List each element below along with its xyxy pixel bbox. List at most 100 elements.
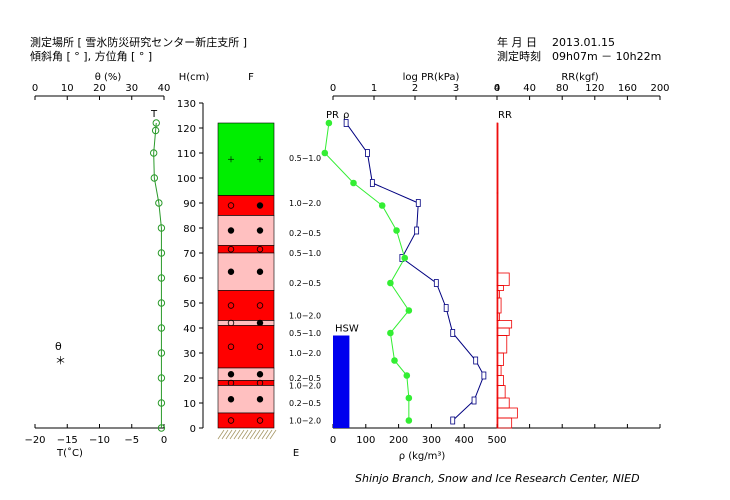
height-tick-label: 40 — [183, 324, 196, 335]
grain-size-label: 1.0−2.0 — [289, 312, 321, 321]
density-tick-label: 0 — [330, 435, 336, 446]
rr-axis-label: RR(kgf) — [561, 72, 598, 83]
rr-tick-label: 80 — [556, 83, 569, 94]
hatch-line — [233, 429, 241, 440]
temperature-point — [157, 224, 166, 232]
temperature-point — [157, 399, 166, 407]
temp-axis-label: T(˚C) — [56, 447, 83, 459]
temperature-point — [157, 349, 166, 357]
pr-point — [325, 119, 333, 127]
grain-size-label: 1.0−2.0 — [289, 349, 321, 358]
pr-tick-label: 2 — [412, 83, 418, 94]
density-point — [473, 356, 479, 365]
open-grain-marker — [227, 417, 235, 424]
density-tick-label: 200 — [389, 435, 408, 446]
snow-layer — [217, 215, 275, 246]
pr-point — [405, 307, 413, 314]
filled-grain-marker — [256, 227, 264, 234]
footer-credit: Shinjo Branch, Snow and Ice Research Cen… — [355, 472, 640, 485]
pr-point — [401, 254, 409, 262]
theta-axis-label: θ (%) — [95, 72, 122, 83]
temperature-point — [151, 126, 160, 135]
hatch-line — [237, 429, 245, 440]
grain-size-label: 1.0−2.0 — [289, 417, 321, 426]
snow-layer — [217, 252, 275, 291]
temp-tick-label: −15 — [57, 435, 78, 446]
filled-grain-marker — [227, 268, 235, 275]
rr-tick-label: 120 — [585, 83, 604, 94]
temperature-point — [157, 324, 166, 332]
snow-layer — [217, 367, 275, 381]
pr-point — [321, 149, 329, 157]
open-grain-marker — [256, 246, 264, 253]
angles-label: 傾斜角 [ ° ], 方位角 [ ° ] — [30, 49, 152, 63]
rr-step — [496, 327, 510, 336]
temperature-line — [153, 122, 162, 428]
open-grain-marker — [227, 246, 235, 253]
pr-point — [405, 394, 413, 402]
density-tick-label: 500 — [487, 435, 506, 446]
hatch-line — [241, 429, 249, 440]
time-value: 09h07m － 10h22m — [552, 50, 661, 63]
hatch-line — [253, 429, 261, 440]
density-tick-label: 300 — [422, 435, 441, 446]
time-label: 測定時刻 — [497, 49, 541, 63]
height-tick-label: 60 — [183, 274, 196, 285]
rr-step — [496, 407, 518, 419]
rr-step — [496, 417, 513, 429]
height-tick-label: 30 — [183, 349, 196, 360]
snow-layer — [217, 412, 275, 429]
filled-grain-marker — [256, 268, 264, 275]
filled-grain-marker — [256, 396, 264, 403]
height-tick-label: 80 — [183, 224, 196, 235]
star-legend-symbol: ＊ — [55, 354, 66, 367]
rr-curve-label: RR — [498, 110, 512, 121]
temperature-point — [152, 119, 160, 127]
pr-curve-label: PR — [326, 110, 339, 121]
site-label: 測定場所 [ 雪氷防災研究センター新庄支所 ] — [30, 35, 247, 49]
snow-layer — [217, 380, 275, 386]
rho-curve-label: ρ — [343, 110, 349, 121]
date-label: 年 月 日 — [497, 35, 537, 49]
temperature-point — [157, 374, 166, 382]
snow-type-bottom-label: E — [293, 448, 299, 459]
filled-grain-marker — [256, 319, 264, 327]
grain-size-label: 0.2−0.5 — [289, 399, 321, 408]
snow-layer — [217, 195, 275, 216]
open-grain-marker — [256, 343, 264, 350]
density-point — [481, 371, 487, 380]
temp-tick-label: −5 — [124, 435, 139, 446]
snow-layer — [217, 122, 275, 196]
density-point — [365, 149, 370, 157]
density-point — [433, 279, 439, 287]
temperature-point — [150, 174, 159, 182]
pr-point — [387, 279, 394, 287]
density-point — [443, 304, 449, 312]
pr-tick-label: 3 — [453, 83, 459, 94]
grain-size-label: 0.5−1.0 — [289, 154, 321, 163]
pr-axis-label: log PR(kPa) — [403, 72, 460, 83]
open-grain-marker — [227, 202, 235, 209]
density-tick-label: 100 — [356, 435, 375, 446]
density-point — [450, 416, 456, 425]
open-grain-marker — [227, 343, 235, 350]
temp-tick-label: −10 — [89, 435, 110, 446]
grain-size-label: 0.2−0.5 — [289, 279, 321, 288]
hatch-line — [245, 429, 253, 440]
open-grain-marker — [256, 302, 264, 309]
temp-tick-label: −20 — [24, 435, 45, 446]
height-tick-label: 50 — [183, 299, 196, 310]
theta-tick-label: 0 — [32, 83, 38, 94]
hatch-line — [249, 429, 257, 440]
snow-layer — [217, 320, 275, 326]
grain-size-label: 0.5−1.0 — [289, 329, 321, 338]
temperature-point — [157, 424, 166, 432]
rr-step — [496, 397, 510, 409]
grain-size-label: 0.5−1.0 — [289, 249, 321, 258]
temperature-point — [155, 199, 163, 207]
hatch-line — [269, 429, 277, 440]
rr-tick-label: 0 — [494, 83, 500, 94]
theta-tick-label: 40 — [158, 83, 171, 94]
